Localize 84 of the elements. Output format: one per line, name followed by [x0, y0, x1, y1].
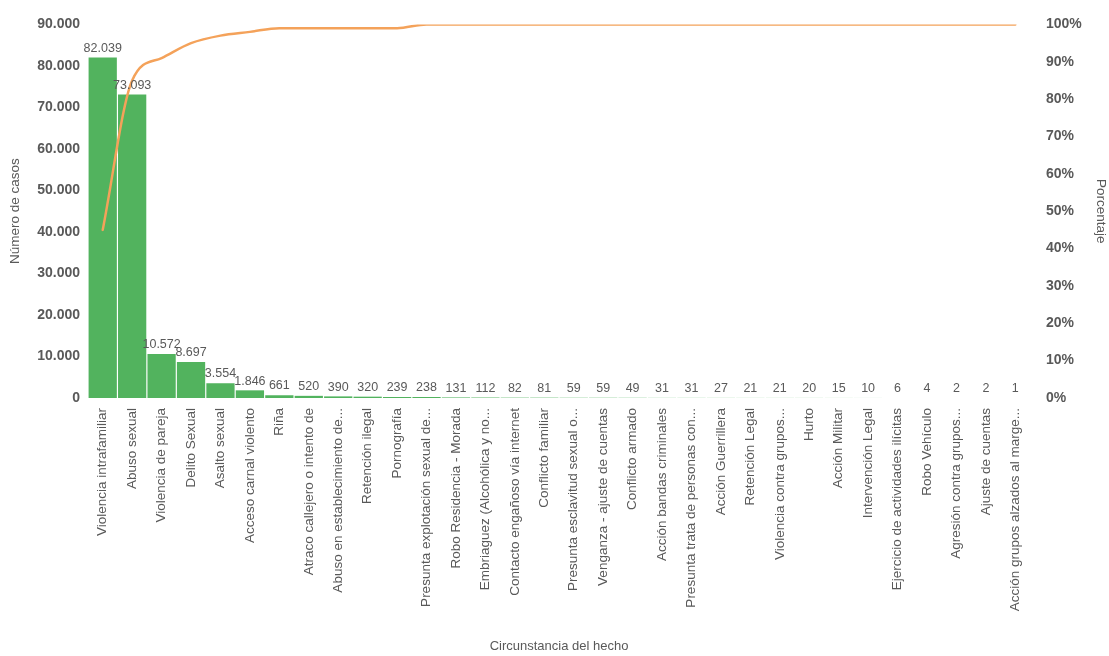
data-label: 6: [894, 381, 902, 396]
x-tick-label: Ejercicio de actividades ilícitas: [889, 407, 905, 591]
x-tick-label: Acción Militar: [830, 407, 846, 489]
y-tick-label: 20.000: [37, 305, 81, 322]
data-label: 2: [982, 381, 990, 396]
data-label: 49: [625, 381, 640, 395]
data-label: 1: [1011, 381, 1019, 396]
y2-axis-title: Porcentaje: [1094, 178, 1109, 244]
y2-tick-label: 20%: [1046, 314, 1075, 331]
data-label: 520: [298, 379, 320, 394]
y2-tick-label: 80%: [1046, 89, 1075, 106]
x-tick-label: Presunta esclavitud sexual o...: [565, 408, 581, 592]
data-label: 31: [684, 381, 699, 396]
x-tick-label: Acción bandas criminales: [653, 407, 669, 562]
x-tick-label: Hurto: [800, 408, 816, 442]
data-label: 10: [861, 381, 876, 396]
y2-tick-label: 10%: [1046, 351, 1075, 368]
data-label: 131: [445, 380, 467, 395]
data-label: 3.554: [204, 366, 237, 381]
y-tick-label: 10.000: [37, 347, 81, 364]
x-axis-title: Circunstancia del hecho: [489, 637, 629, 653]
x-tick-label: Acción grupos alzados al marge...: [1007, 408, 1022, 612]
y-tick-label: 40.000: [37, 222, 81, 239]
data-label: 82: [507, 380, 522, 395]
y2-tick-label: 70%: [1046, 127, 1075, 144]
y-axis-title: Número de casos: [6, 158, 22, 265]
x-tick-label: Conflicto armado: [624, 408, 640, 511]
y2-tick-label: 40%: [1046, 239, 1075, 256]
x-tick-label: Robo Residencia - Morada: [447, 407, 463, 569]
x-tick-label: Retención ilegal: [359, 408, 375, 505]
data-label: 21: [772, 381, 787, 396]
x-tick-label: Violencia intrafamiliar: [94, 407, 110, 537]
x-tick-label: Presunta trata de personas con...: [683, 408, 699, 608]
x-tick-label: Abuso sexual: [123, 408, 139, 490]
x-tick-label: Embriaguez (Alcohólica y no...: [477, 408, 493, 591]
data-label: 59: [566, 380, 581, 395]
x-tick-label: Intervención Legal: [859, 408, 875, 519]
data-label: 2: [952, 381, 960, 396]
x-tick-label: Venganza - ajuste de cuentas: [594, 407, 610, 586]
y2-tick-label: 30%: [1046, 276, 1075, 293]
data-label: 4: [923, 381, 931, 396]
y2-tick-label: 100%: [1046, 15, 1083, 32]
x-tick-label: Robo Vehículo: [918, 408, 934, 496]
y2-tick-label: 90%: [1046, 52, 1075, 69]
data-label: 238: [416, 380, 438, 395]
x-tick-label: Contacto engañoso vía internet: [506, 407, 522, 596]
x-tick-label: Riña: [271, 407, 287, 436]
y2-tick-label: 0%: [1046, 388, 1067, 405]
x-tick-label: Conflicto familiar: [536, 407, 551, 508]
data-label: 20: [802, 381, 817, 396]
data-label: 112: [475, 380, 496, 395]
x-tick-label: Abuso en establecimiento de...: [329, 408, 345, 593]
x-tick-label: Acceso carnal violento: [241, 408, 257, 544]
y-tick-label: 0: [72, 388, 81, 405]
data-label: 390: [327, 379, 349, 394]
x-tick-label: Delito Sexual: [182, 408, 198, 488]
x-tick-label: Ajuste de cuentas: [977, 407, 993, 516]
x-tick-label: Retención Legal: [742, 408, 758, 506]
x-tick-label: Atraco callejero o intento de: [300, 408, 316, 576]
data-label: 15: [831, 381, 846, 396]
x-tick-label: Violencia contra grupos...: [771, 408, 787, 561]
y-tick-label: 30.000: [37, 264, 81, 281]
data-label: 320: [357, 379, 379, 394]
y2-tick-label: 50%: [1046, 202, 1075, 219]
x-tick-label: Acción Guerrillera: [712, 407, 728, 516]
data-label: 31: [655, 381, 670, 396]
y-tick-label: 50.000: [37, 181, 81, 198]
data-label: 27: [713, 381, 728, 396]
data-label: 21: [743, 381, 758, 396]
y-tick-label: 90.000: [37, 15, 81, 32]
x-tick-label: Asalto sexual: [212, 408, 228, 489]
data-label: 81: [537, 380, 552, 395]
x-tick-label: Presunta explotación sexual de...: [418, 408, 434, 607]
x-tick-label: Pornografía: [388, 407, 404, 479]
data-label: 239: [386, 380, 408, 395]
x-tick-label: Violencia de pareja: [153, 407, 169, 523]
data-label: 59: [596, 380, 611, 395]
y-tick-label: 60.000: [37, 139, 81, 156]
y-tick-label: 70.000: [37, 98, 81, 115]
y-tick-label: 80.000: [37, 56, 81, 73]
x-tick-label: Agresión contra grupos...: [948, 408, 964, 559]
data-label: 82.039: [83, 40, 122, 55]
y2-tick-label: 60%: [1046, 164, 1075, 181]
data-label: 661: [268, 378, 290, 393]
